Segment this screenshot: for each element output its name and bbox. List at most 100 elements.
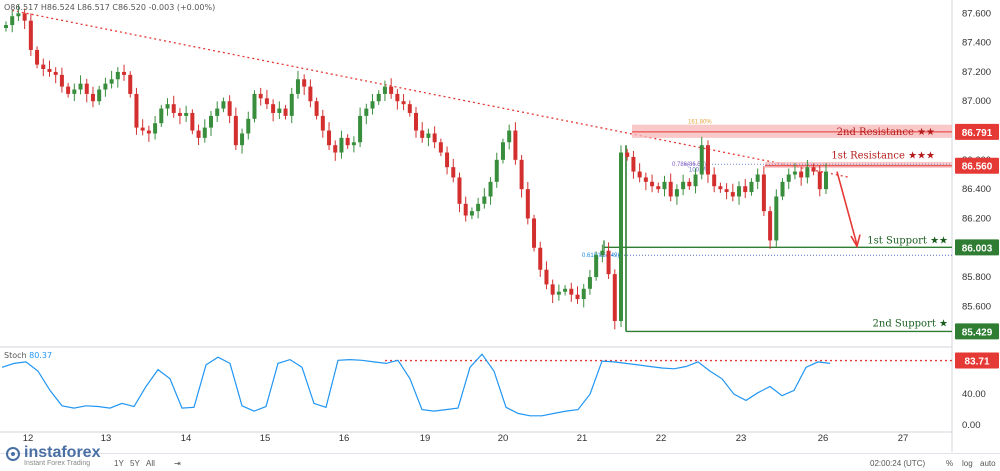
candle-body bbox=[177, 112, 182, 116]
y-tick-label: 87.200 bbox=[962, 67, 991, 78]
percent-toggle[interactable]: % bbox=[946, 459, 954, 468]
range-all-button[interactable]: All bbox=[146, 459, 155, 468]
auto-toggle[interactable]: auto bbox=[980, 459, 996, 468]
candle-body bbox=[792, 171, 797, 175]
x-tick-label: 19 bbox=[420, 433, 431, 444]
candle-body bbox=[718, 186, 723, 190]
bottom-toolbar bbox=[0, 453, 1000, 471]
candle-body bbox=[532, 218, 537, 248]
candle-body bbox=[190, 112, 195, 131]
candle-body bbox=[146, 130, 151, 134]
candle-body bbox=[59, 74, 64, 87]
sup1-price-box bbox=[955, 239, 999, 256]
candle-body bbox=[494, 159, 499, 182]
candle-body bbox=[320, 115, 325, 131]
x-tick-label: 16 bbox=[339, 433, 350, 444]
x-tick-label: 23 bbox=[736, 433, 747, 444]
candle-body bbox=[482, 196, 487, 204]
candle-body bbox=[569, 288, 574, 295]
candle-body bbox=[153, 123, 158, 134]
candle-body bbox=[196, 130, 201, 138]
candle-body bbox=[705, 145, 710, 175]
x-tick-label: 20 bbox=[498, 433, 509, 444]
candle-body bbox=[643, 177, 648, 182]
x-tick-label: 26 bbox=[818, 433, 829, 444]
projection-arrow-head bbox=[850, 234, 861, 249]
candle-body bbox=[171, 104, 176, 113]
candle-body bbox=[469, 211, 474, 216]
candle-body bbox=[476, 203, 481, 212]
candle-body bbox=[724, 189, 729, 193]
candle-body bbox=[351, 142, 356, 146]
candle-body bbox=[457, 177, 462, 204]
res1-zone bbox=[765, 162, 952, 168]
candle-body bbox=[184, 112, 189, 116]
candle-body bbox=[594, 255, 599, 278]
y-tick-label: 87.600 bbox=[962, 8, 991, 19]
ohlc-readout: O86.517 H86.524 L86.517 C86.520 -0.003 (… bbox=[4, 3, 216, 12]
candle-body bbox=[426, 133, 431, 138]
candle-body bbox=[674, 189, 679, 197]
range-5y-button[interactable]: 5Y bbox=[130, 459, 140, 468]
candle-body bbox=[159, 108, 164, 124]
stoch-tick-label: 40.00 bbox=[962, 389, 986, 400]
candle-body bbox=[805, 167, 810, 178]
candle-body bbox=[16, 13, 21, 17]
candle-body bbox=[53, 71, 58, 75]
projection-arrow-line bbox=[836, 171, 858, 246]
candle-body bbox=[581, 288, 586, 300]
sup2-price-box-label: 85.429 bbox=[962, 327, 993, 338]
x-tick-label: 22 bbox=[656, 433, 667, 444]
candle-body bbox=[768, 211, 773, 241]
y-tick-label: 87.400 bbox=[962, 38, 991, 49]
candle-body bbox=[656, 186, 661, 190]
candle-body bbox=[115, 71, 120, 80]
logo-mark-icon bbox=[6, 447, 20, 461]
candle-body bbox=[786, 174, 791, 182]
candle-body bbox=[227, 101, 232, 116]
candle-body bbox=[625, 152, 630, 157]
candle-body bbox=[420, 130, 425, 138]
candle-body bbox=[606, 250, 611, 275]
candle-body bbox=[35, 49, 40, 65]
candle-body bbox=[687, 181, 692, 187]
candle-body bbox=[587, 277, 592, 289]
res2-zone bbox=[632, 124, 952, 138]
stoch-label: Stoch 80.37 bbox=[4, 351, 52, 360]
candle-body bbox=[737, 186, 742, 197]
candle-body bbox=[637, 171, 642, 178]
candle-body bbox=[84, 83, 89, 94]
res1-price-box bbox=[955, 157, 999, 174]
x-tick-label: 14 bbox=[181, 433, 192, 444]
logo-tagline: Instant Forex Trading bbox=[24, 460, 91, 467]
fib-1618-label: 161.80% bbox=[688, 120, 712, 126]
candle-body bbox=[333, 145, 338, 153]
candle-body bbox=[382, 86, 387, 94]
candle-body bbox=[314, 101, 319, 116]
candle-body bbox=[358, 115, 363, 143]
candle-body bbox=[165, 104, 170, 109]
candle-body bbox=[22, 13, 27, 21]
candle-body bbox=[761, 174, 766, 212]
x-tick-label: 27 bbox=[898, 433, 909, 444]
stoch-name: Stoch bbox=[4, 351, 27, 360]
candle-body bbox=[500, 142, 505, 160]
candle-body bbox=[556, 291, 561, 295]
log-toggle[interactable]: log bbox=[962, 459, 973, 468]
candle-body bbox=[662, 181, 667, 190]
candle-body bbox=[327, 130, 332, 146]
x-tick-label: 13 bbox=[101, 433, 112, 444]
candle-body bbox=[289, 93, 294, 116]
res1-label: 1st Resistance ★★★ bbox=[831, 150, 935, 161]
sup2-label: 2nd Support ★ bbox=[873, 318, 948, 329]
candle-body bbox=[122, 71, 127, 75]
candle-body bbox=[525, 189, 530, 219]
candle-body bbox=[799, 171, 804, 178]
range-1y-button[interactable]: 1Y bbox=[114, 459, 124, 468]
date-range-icon[interactable]: ⇥ bbox=[174, 459, 181, 468]
candle-body bbox=[513, 130, 518, 160]
candle-body bbox=[619, 152, 623, 322]
candle-body bbox=[668, 181, 673, 197]
candle-body bbox=[631, 156, 636, 172]
stoch-tick-label: 0.00 bbox=[962, 420, 981, 431]
